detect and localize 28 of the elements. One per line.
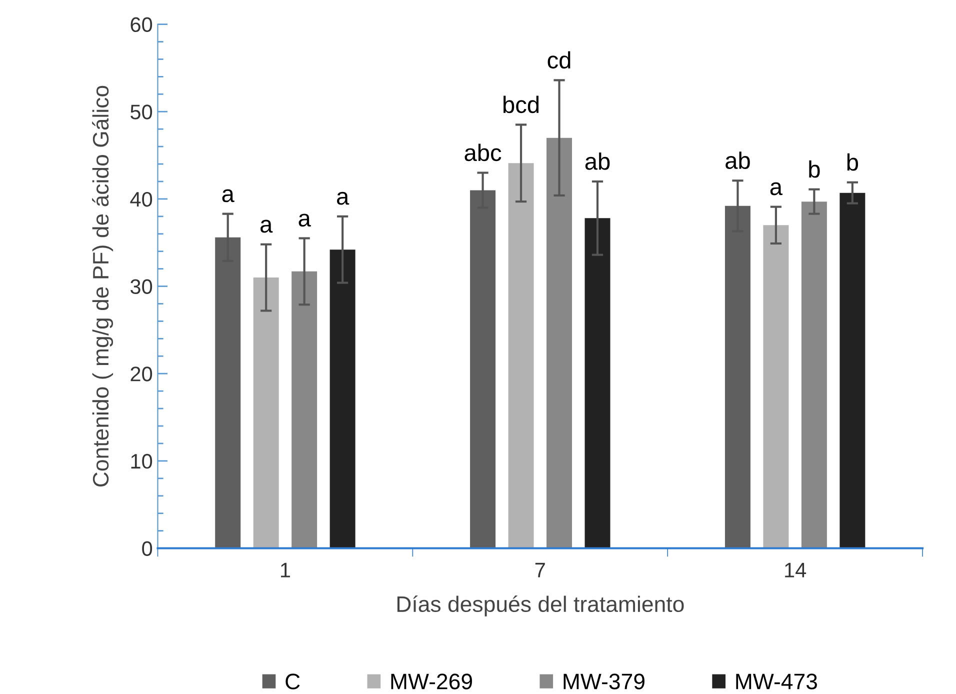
data-label: a (222, 189, 234, 202)
x-tick-label: 7 (535, 562, 545, 578)
legend-label: MW-473 (736, 674, 817, 690)
y-tick-label: 50 (130, 104, 152, 120)
data-label: abc (464, 144, 502, 162)
data-label: cd (548, 51, 570, 69)
x-tick-label: 1 (281, 562, 290, 578)
data-label: bcd (504, 96, 539, 114)
y-tick-label: 30 (130, 279, 152, 294)
data-label: a (298, 214, 311, 227)
data-label: a (260, 220, 273, 233)
y-tick-label: 0 (142, 541, 152, 556)
data-label: b (809, 160, 820, 178)
data-label: a (770, 182, 783, 196)
y-tick-label: 60 (130, 17, 152, 32)
legend-label: MW-379 (564, 674, 644, 690)
legend-label: MW-269 (391, 674, 472, 690)
y-axis-title: Contenido ( mg/g de PF) de ácido Gálico (92, 86, 114, 486)
x-tick-label: 14 (785, 562, 806, 578)
data-label: a (337, 192, 350, 205)
data-label: b (847, 153, 858, 171)
data-label: ab (726, 152, 750, 169)
y-tick-label: 40 (130, 192, 152, 207)
y-tick-label: 10 (131, 454, 152, 469)
legend-label: C (286, 674, 300, 690)
data-label: ab (585, 152, 610, 170)
y-tick-label: 20 (130, 366, 152, 382)
x-axis-title: Días después del tratamiento (397, 595, 684, 616)
